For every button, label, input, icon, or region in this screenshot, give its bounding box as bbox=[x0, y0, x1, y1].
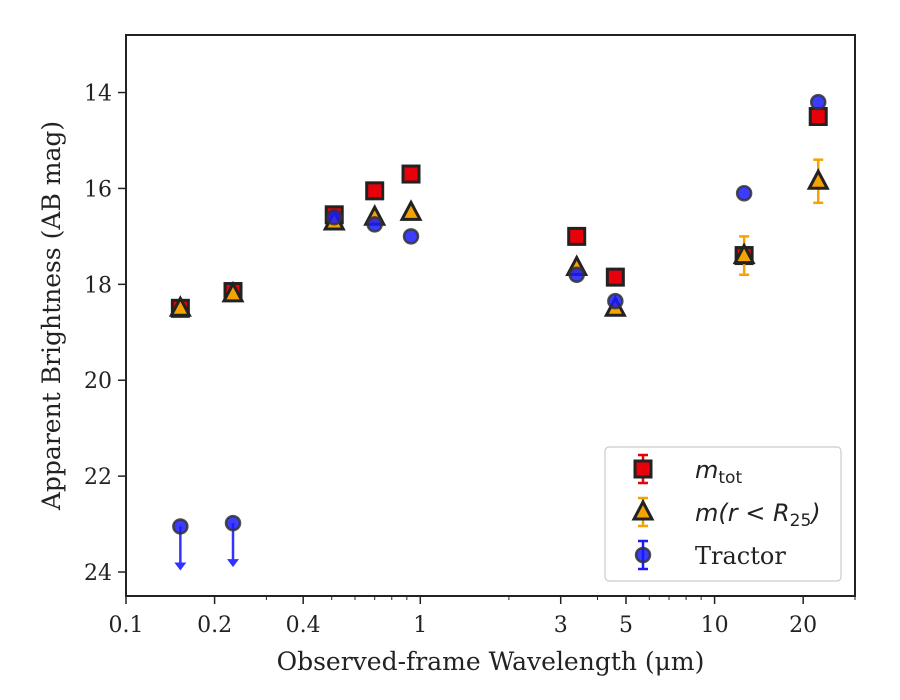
data-point bbox=[806, 168, 830, 190]
x-tick-label: 0.4 bbox=[286, 613, 321, 638]
data-point bbox=[732, 242, 756, 265]
x-tick-label: 3 bbox=[554, 613, 568, 638]
data-point bbox=[567, 226, 587, 246]
data-point bbox=[401, 164, 421, 184]
legend-label: Tractor bbox=[695, 542, 786, 570]
y-tick-label: 16 bbox=[84, 177, 112, 202]
x-tick-label: 0.1 bbox=[109, 613, 144, 638]
data-point bbox=[607, 292, 624, 310]
data-point bbox=[568, 266, 585, 283]
data-point bbox=[325, 208, 343, 226]
data-point bbox=[365, 181, 385, 201]
series-square bbox=[170, 107, 828, 318]
legend-marker bbox=[633, 459, 653, 479]
y-tick-label: 24 bbox=[84, 561, 112, 586]
plot-frame bbox=[125, 34, 856, 597]
legend-entry: m(r < R25) bbox=[631, 496, 821, 531]
data-point bbox=[735, 184, 753, 202]
x-tick-label: 10 bbox=[701, 613, 729, 638]
data-point bbox=[172, 518, 189, 535]
upper-limit-arrowhead bbox=[227, 559, 240, 568]
series-triangle bbox=[168, 158, 830, 317]
data-point bbox=[168, 295, 192, 317]
y-tick-label: 14 bbox=[84, 82, 112, 107]
series-circle bbox=[172, 93, 827, 571]
legend-box bbox=[604, 446, 842, 582]
y-tick-label: 22 bbox=[84, 465, 112, 490]
y-tick-label: 18 bbox=[84, 273, 112, 298]
legend-label: m(r < R25) bbox=[695, 499, 821, 531]
x-tick-label: 5 bbox=[619, 613, 633, 638]
data-point bbox=[366, 216, 383, 233]
x-axis-label: Observed-frame Wavelength (μm) bbox=[277, 647, 705, 676]
data-point bbox=[402, 228, 420, 245]
data-point bbox=[605, 267, 625, 287]
legend: mtot m(r < R25) Tractor bbox=[604, 446, 842, 582]
y-tick-label: 20 bbox=[84, 369, 112, 394]
legend-marker bbox=[634, 546, 652, 564]
data-point bbox=[399, 199, 423, 221]
legend-entry: mtot bbox=[633, 453, 742, 488]
x-tick-label: 20 bbox=[789, 613, 817, 638]
data-point bbox=[809, 93, 827, 111]
legend-entry: Tractor bbox=[634, 539, 786, 571]
data-point bbox=[808, 107, 828, 127]
data-point bbox=[221, 280, 245, 303]
x-tick-label: 0.2 bbox=[197, 613, 232, 638]
x-tick-label: 1 bbox=[413, 613, 427, 638]
y-axis-label: Apparent Brightness (AB mag) bbox=[37, 121, 66, 511]
upper-limit-arrowhead bbox=[174, 562, 187, 571]
data-point bbox=[224, 514, 242, 532]
legend-marker bbox=[631, 498, 655, 521]
legend-label: mtot bbox=[695, 456, 742, 488]
